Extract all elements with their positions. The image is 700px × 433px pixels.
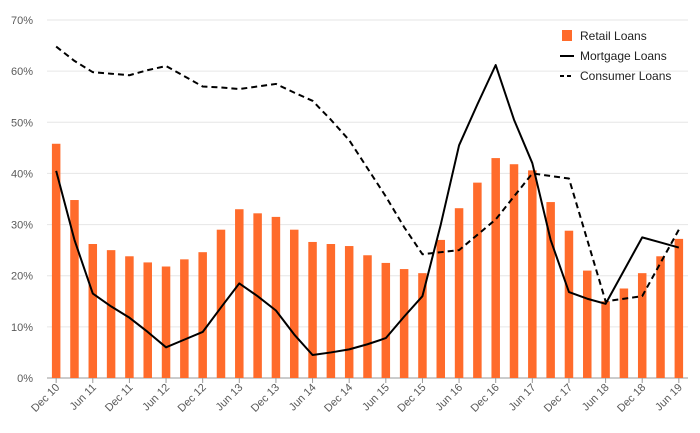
bar-retail-loans (344, 246, 354, 378)
bar-retail-loans (436, 239, 446, 378)
bar-retail-loans (198, 252, 207, 378)
line-consumer-loans (55, 45, 680, 303)
bar-retail-loans (216, 229, 226, 378)
y-tick-label: 70% (11, 15, 33, 27)
bar-retail-loans (546, 202, 555, 378)
bar-retail-loans (271, 216, 281, 378)
y-tick-label: 60% (11, 66, 33, 78)
bar-retail-loans (106, 250, 116, 378)
bar-retail-loans (564, 230, 574, 378)
bar-retail-loans (491, 158, 500, 378)
bar-retail-loans (308, 241, 317, 378)
bar-retail-loans (399, 269, 409, 378)
bar-retail-loans (637, 273, 647, 378)
bar-retail-loans (235, 209, 244, 378)
bar-retail-loans (656, 256, 665, 378)
bar-retail-loans (473, 182, 482, 378)
bar-retail-loans (418, 273, 427, 378)
y-tick-label: 40% (11, 168, 33, 180)
bar-retail-loans (180, 259, 189, 378)
line-series (55, 45, 680, 356)
legend-label-mortgage-loans: Mortgage Loans (580, 49, 667, 63)
bar-retail-loans (363, 255, 372, 378)
bar-retail-loans (601, 301, 610, 378)
bar-retail-loans (583, 270, 592, 378)
bar-retail-loans (326, 244, 336, 378)
legend-label-consumer-loans: Consumer Loans (580, 69, 671, 83)
y-axis: 0% 10% 20% 30% 40% 50% 60% 70% (11, 15, 33, 385)
bar-retail-loans (674, 238, 684, 378)
bar-retail-loans (70, 200, 79, 378)
bar-retail-loans (454, 208, 464, 378)
legend-swatch-retail-loans (562, 30, 572, 41)
y-tick-label: 50% (11, 117, 33, 129)
bar-retail-loans (88, 244, 98, 378)
bar-retail-loans (509, 164, 519, 378)
bar-retail-loans (143, 262, 152, 378)
y-tick-label: 10% (11, 322, 33, 334)
y-tick-label: 30% (11, 220, 33, 232)
y-tick-label: 20% (11, 271, 33, 283)
bar-retail-loans (619, 288, 629, 378)
bar-retail-loans (161, 266, 171, 378)
legend-label-retail-loans: Retail Loans (580, 29, 647, 43)
bar-retail-loans (289, 229, 299, 378)
y-tick-label: 0% (17, 373, 33, 385)
bar-retail-loans (528, 170, 537, 378)
line-mortgage-loans (55, 64, 680, 356)
bar-retail-loans (51, 143, 61, 378)
legend: Retail Loans Mortgage Loans Consumer Loa… (560, 29, 671, 83)
bar-retail-loans (381, 262, 391, 378)
